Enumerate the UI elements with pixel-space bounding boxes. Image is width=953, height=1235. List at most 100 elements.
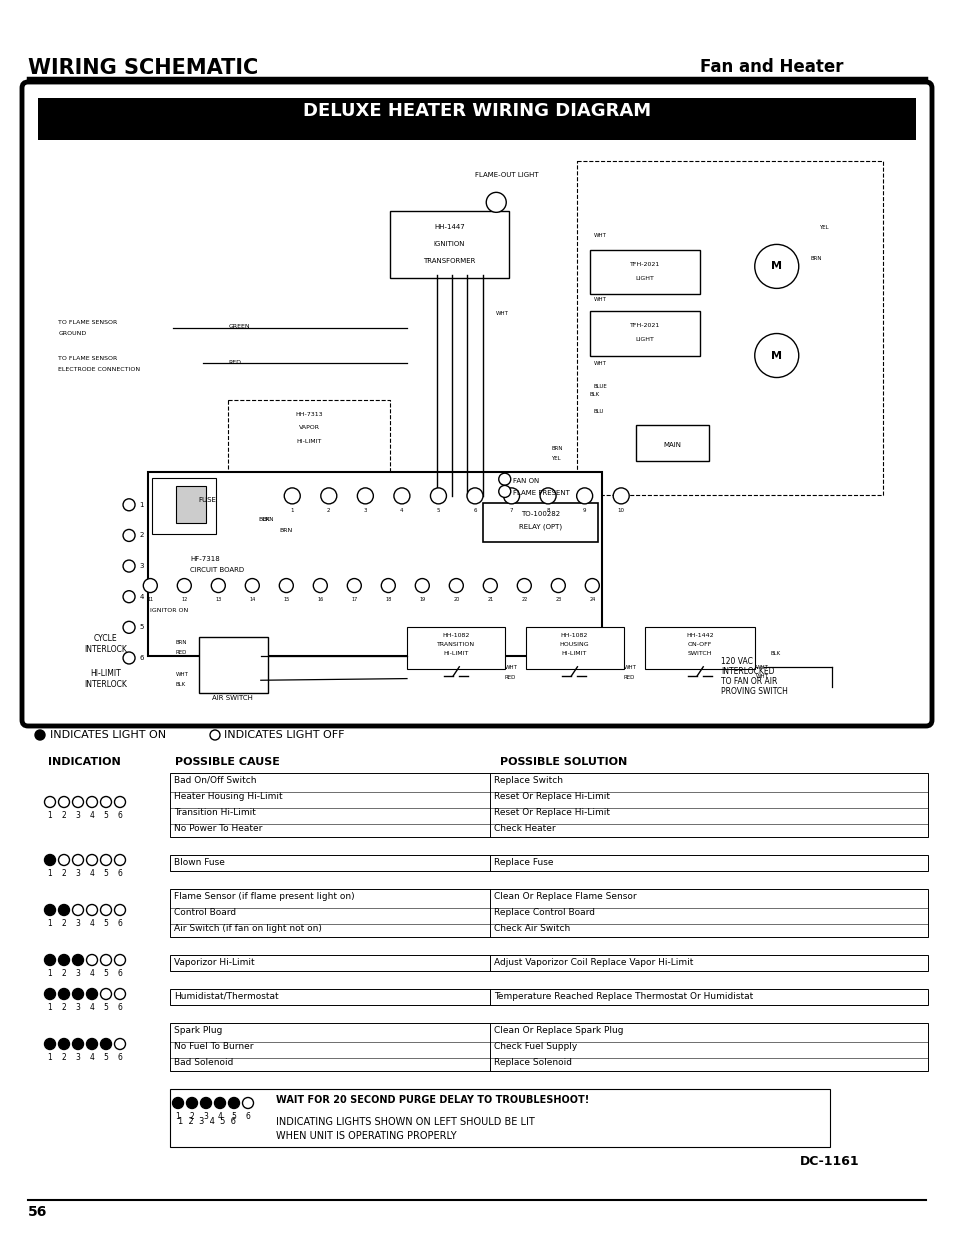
Bar bbox=[589, 311, 700, 356]
Circle shape bbox=[483, 578, 497, 593]
Circle shape bbox=[467, 488, 482, 504]
Circle shape bbox=[210, 730, 220, 740]
Text: TRANSITION: TRANSITION bbox=[436, 641, 475, 647]
Circle shape bbox=[87, 955, 97, 966]
Text: 19: 19 bbox=[418, 597, 425, 601]
Text: RED: RED bbox=[623, 676, 635, 680]
Text: 11: 11 bbox=[147, 597, 153, 601]
Text: Replace Control Board: Replace Control Board bbox=[494, 908, 595, 918]
Text: 1: 1 bbox=[291, 508, 294, 513]
Text: 13: 13 bbox=[215, 597, 221, 601]
Text: 7: 7 bbox=[509, 508, 513, 513]
Circle shape bbox=[45, 988, 55, 999]
Circle shape bbox=[45, 904, 55, 915]
Circle shape bbox=[284, 488, 300, 504]
Circle shape bbox=[498, 485, 510, 498]
Text: 4: 4 bbox=[90, 919, 94, 927]
Circle shape bbox=[754, 245, 798, 289]
Circle shape bbox=[114, 988, 126, 999]
Text: 6: 6 bbox=[117, 969, 122, 978]
Text: 5: 5 bbox=[139, 625, 144, 630]
Text: 2: 2 bbox=[62, 969, 67, 978]
Text: HH-1082: HH-1082 bbox=[442, 632, 470, 637]
Text: 15: 15 bbox=[283, 597, 289, 601]
Text: 3: 3 bbox=[363, 508, 367, 513]
Circle shape bbox=[72, 855, 84, 866]
Text: 5: 5 bbox=[232, 1112, 236, 1121]
Text: 4: 4 bbox=[217, 1112, 222, 1121]
Text: Control Board: Control Board bbox=[173, 908, 236, 918]
Bar bbox=[170, 989, 927, 1005]
Text: Flame Sensor (if flame present light on): Flame Sensor (if flame present light on) bbox=[173, 892, 355, 902]
Text: 3: 3 bbox=[139, 563, 144, 569]
Circle shape bbox=[214, 1098, 225, 1109]
Text: 1  2  3  4  5  6: 1 2 3 4 5 6 bbox=[178, 1116, 235, 1126]
Text: INTERLOCKED: INTERLOCKED bbox=[720, 667, 774, 677]
Circle shape bbox=[72, 797, 84, 808]
Text: 1: 1 bbox=[175, 1112, 180, 1121]
Text: BRN: BRN bbox=[262, 517, 274, 522]
Text: CYCLE: CYCLE bbox=[93, 634, 117, 643]
Bar bbox=[170, 773, 927, 837]
Circle shape bbox=[123, 559, 135, 572]
Circle shape bbox=[394, 488, 410, 504]
Text: Reset Or Replace Hi-Limit: Reset Or Replace Hi-Limit bbox=[494, 792, 609, 802]
Text: Temperature Reached Replace Thermostat Or Humidistat: Temperature Reached Replace Thermostat O… bbox=[494, 992, 753, 1002]
Text: 1: 1 bbox=[48, 969, 52, 978]
Text: LIGHT: LIGHT bbox=[635, 277, 654, 282]
Text: BRN: BRN bbox=[279, 529, 293, 534]
Text: M: M bbox=[770, 262, 781, 272]
Bar bbox=[170, 889, 927, 937]
Circle shape bbox=[486, 193, 506, 212]
Bar bbox=[152, 478, 215, 534]
Text: Replace Solenoid: Replace Solenoid bbox=[494, 1058, 572, 1067]
Text: 8: 8 bbox=[546, 508, 549, 513]
Bar bbox=[483, 503, 598, 542]
Text: IGNITOR ON: IGNITOR ON bbox=[151, 608, 189, 613]
Text: 1: 1 bbox=[48, 811, 52, 820]
Text: No Fuel To Burner: No Fuel To Burner bbox=[173, 1042, 253, 1051]
Text: WHT: WHT bbox=[755, 674, 767, 679]
Circle shape bbox=[114, 1039, 126, 1050]
Text: HI-LIMIT: HI-LIMIT bbox=[296, 440, 321, 445]
Circle shape bbox=[585, 578, 598, 593]
Text: Bad Solenoid: Bad Solenoid bbox=[173, 1058, 233, 1067]
Bar bbox=[170, 1023, 927, 1071]
Text: INDICATES LIGHT ON: INDICATES LIGHT ON bbox=[50, 730, 166, 740]
Text: M: M bbox=[770, 351, 781, 361]
Text: 1: 1 bbox=[48, 919, 52, 927]
Circle shape bbox=[313, 578, 327, 593]
Text: AIR SWITCH: AIR SWITCH bbox=[213, 695, 253, 701]
Text: WHT: WHT bbox=[594, 298, 606, 303]
Text: PROVING SWITCH: PROVING SWITCH bbox=[720, 688, 787, 697]
Text: Heater Housing Hi-Limit: Heater Housing Hi-Limit bbox=[173, 792, 282, 802]
Text: FAN ON: FAN ON bbox=[513, 478, 539, 484]
Text: 6: 6 bbox=[117, 919, 122, 927]
Text: Humidistat/Thermostat: Humidistat/Thermostat bbox=[173, 992, 278, 1002]
Text: BLK: BLK bbox=[770, 651, 781, 656]
Text: RED: RED bbox=[504, 676, 516, 680]
Circle shape bbox=[498, 473, 510, 485]
Text: DELUXE HEATER WIRING DIAGRAM: DELUXE HEATER WIRING DIAGRAM bbox=[303, 103, 650, 120]
Circle shape bbox=[186, 1098, 197, 1109]
Text: IGNITION: IGNITION bbox=[434, 241, 465, 247]
Text: 2: 2 bbox=[62, 869, 67, 878]
Text: 9: 9 bbox=[582, 508, 586, 513]
Circle shape bbox=[279, 578, 293, 593]
Text: WHT: WHT bbox=[504, 664, 517, 669]
Circle shape bbox=[503, 488, 519, 504]
Text: WHT: WHT bbox=[755, 664, 767, 669]
Bar bbox=[170, 955, 927, 971]
Circle shape bbox=[381, 578, 395, 593]
Text: WHT: WHT bbox=[496, 311, 509, 316]
Circle shape bbox=[114, 904, 126, 915]
Text: Replace Fuse: Replace Fuse bbox=[494, 858, 553, 867]
Text: VAPOR: VAPOR bbox=[298, 425, 319, 431]
Bar bbox=[198, 637, 268, 693]
Text: 2: 2 bbox=[62, 1053, 67, 1062]
Text: 4: 4 bbox=[90, 1003, 94, 1011]
Text: WIRING SCHEMATIC: WIRING SCHEMATIC bbox=[28, 58, 258, 78]
Text: INDICATES LIGHT OFF: INDICATES LIGHT OFF bbox=[224, 730, 344, 740]
Circle shape bbox=[123, 530, 135, 541]
Circle shape bbox=[72, 904, 84, 915]
